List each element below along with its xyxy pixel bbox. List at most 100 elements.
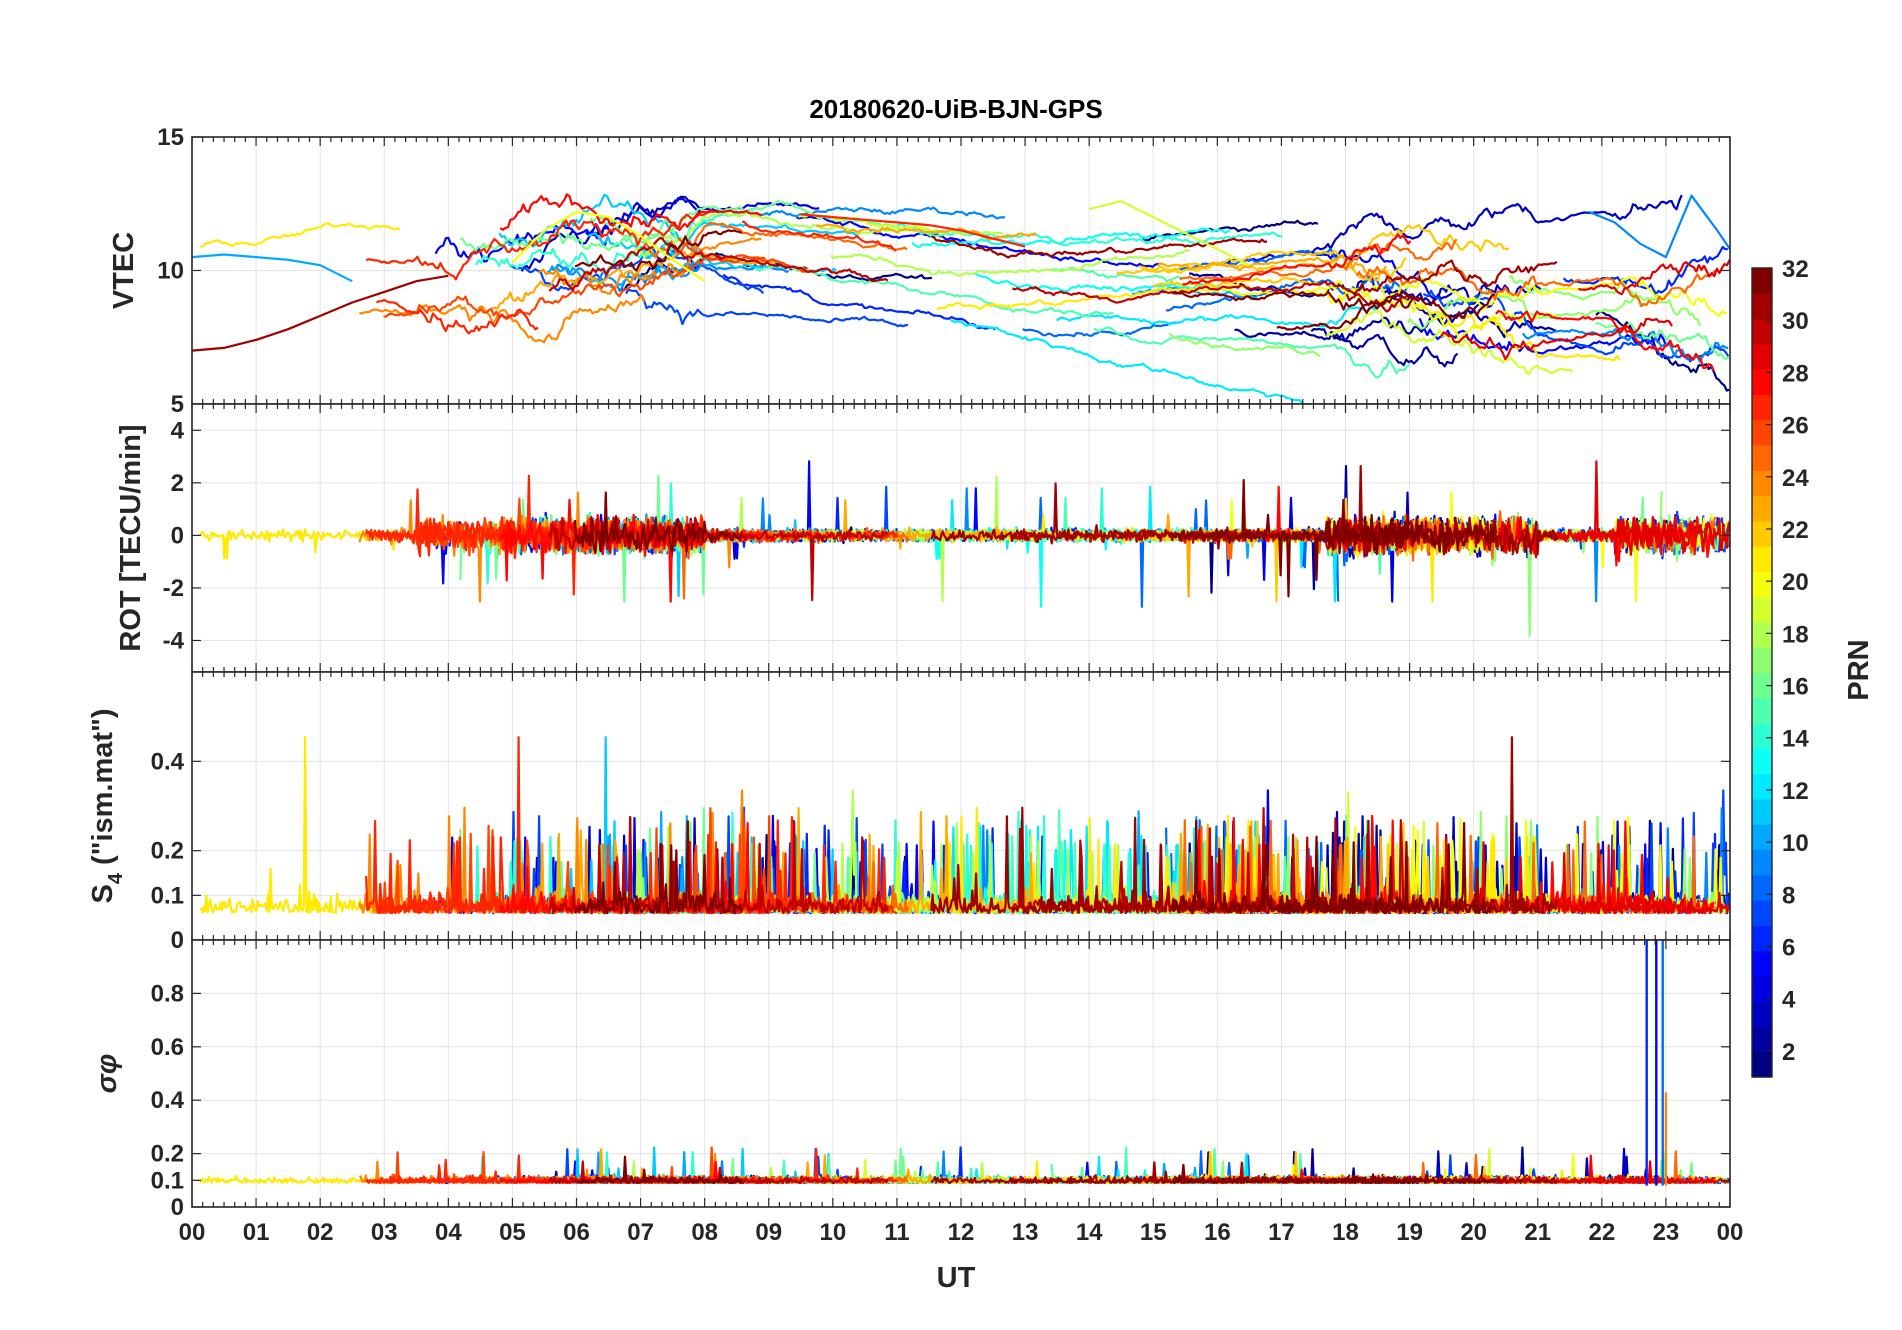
series-line-prn-31 xyxy=(1345,259,1558,302)
colorbar-swatch xyxy=(1752,874,1772,901)
x-tick-label: 08 xyxy=(691,1219,718,1246)
series-line-prn-22 xyxy=(1116,223,1510,275)
y-tick-label: 15 xyxy=(157,124,184,151)
series-line-prn-26 xyxy=(383,255,766,320)
series-line-prn-6 xyxy=(722,273,996,331)
traces xyxy=(192,193,1730,404)
series-line-prn-31 xyxy=(1345,736,1558,915)
series-line-prn-26 xyxy=(677,237,807,273)
colorbar-swatch xyxy=(1752,343,1772,370)
series-line-prn-13 xyxy=(911,227,1231,248)
series-line-prn-32 xyxy=(574,1155,743,1185)
series-line-prn-9 xyxy=(756,206,1006,220)
x-tick-label: 09 xyxy=(755,1219,782,1246)
series-line-prn-5 xyxy=(1418,317,1669,355)
series-line-prn-29 xyxy=(1577,1174,1730,1185)
colorbar-tick-label: 6 xyxy=(1782,935,1795,962)
series-prn-10 xyxy=(192,253,353,283)
series-prn-31 xyxy=(192,274,449,352)
x-tick-label: 15 xyxy=(1140,1219,1167,1246)
x-tick-label: 12 xyxy=(948,1219,975,1246)
x-tick-labels: 00 01 02 03 04 05 06 07 08 09 10 11 12 13 14 15 16 17 18 19… xyxy=(179,1219,1744,1246)
colorbar-frame xyxy=(1751,267,1773,1078)
colorbar-tick-label: 14 xyxy=(1782,726,1809,753)
colorbar-tick-label: 4 xyxy=(1782,987,1796,1014)
y-tick-label: 0.2 xyxy=(151,1141,184,1168)
series-line-prn-32 xyxy=(1276,289,1414,331)
series-line-prn-14 xyxy=(475,208,754,274)
series-line-prn-32 xyxy=(574,229,743,272)
y-tick-label: 0.4 xyxy=(151,1087,185,1114)
series-line-prn-32 xyxy=(1276,1175,1413,1185)
series-line-prn-15 xyxy=(1093,326,1410,379)
colorbar-swatch xyxy=(1752,950,1772,977)
x-tick-label: 04 xyxy=(435,1219,462,1246)
series-line-prn-4 xyxy=(1222,249,1458,301)
panel-rot: -4 -2 0 2 4 ROT [TECU/min] xyxy=(115,403,1731,673)
y-axis-label: S4 ("ism.mat") xyxy=(87,709,127,904)
series-line-prn-3 xyxy=(1302,194,1683,257)
series-line-prn-19 xyxy=(1325,310,1574,376)
colorbar-tick-label: 8 xyxy=(1782,882,1795,909)
y-tick-label: 10 xyxy=(157,258,184,285)
series-line-prn-12 xyxy=(1055,301,1386,328)
x-axis-label: UT xyxy=(937,1262,976,1294)
series-line-prn-17 xyxy=(1168,332,1321,358)
traces xyxy=(199,460,1730,637)
colorbar-swatch xyxy=(1752,900,1772,926)
series-line-prn-31 xyxy=(931,235,1268,259)
colorbar-swatch xyxy=(1752,849,1772,876)
traces xyxy=(200,736,1730,915)
series-line-prn-32 xyxy=(573,491,743,555)
series-line-prn-20 xyxy=(1311,276,1728,318)
x-tick-label: 00 xyxy=(179,1219,206,1246)
series-prn-19 xyxy=(1088,200,1250,267)
y-tick-label: 0 xyxy=(171,522,184,549)
series-line-prn-28 xyxy=(1182,233,1412,286)
colorbar-swatch xyxy=(1752,1001,1772,1028)
x-tick-label: 13 xyxy=(1012,1219,1039,1246)
colorbar-swatch xyxy=(1752,520,1772,547)
series-prn-20 xyxy=(511,210,706,283)
series-prn-27 xyxy=(800,213,1026,248)
series-line-prn-27 xyxy=(365,210,715,281)
series-line-prn-21 xyxy=(935,513,1252,545)
x-ticks xyxy=(191,404,1731,672)
y-tick-label: -4 xyxy=(163,627,185,654)
y-tick-label: 0.4 xyxy=(151,748,185,775)
y-tick-label: 5 xyxy=(171,391,184,418)
colorbar-swatch xyxy=(1752,672,1772,699)
y-tick-label: 0.1 xyxy=(151,1167,184,1194)
x-tick-label: 21 xyxy=(1524,1219,1551,1246)
colorbar-swatch xyxy=(1752,1026,1772,1053)
series-line-prn-22 xyxy=(1153,276,1318,288)
colorbar-swatch xyxy=(1752,621,1772,648)
colorbar-tick-label: 22 xyxy=(1782,517,1809,544)
series-line-prn-29 xyxy=(1577,460,1730,556)
colorbar-swatch xyxy=(1752,268,1772,294)
x-tick-label: 02 xyxy=(307,1219,334,1246)
series-line-prn-32 xyxy=(1275,835,1414,915)
colorbar-tick-label: 20 xyxy=(1782,569,1809,596)
y-tick-label: 0.1 xyxy=(151,882,184,909)
x-ticks xyxy=(191,137,1731,404)
y-tick-label: 0 xyxy=(171,927,184,954)
y-tick-label: 0.2 xyxy=(151,838,184,865)
colorbar-tick-label: 16 xyxy=(1782,674,1809,701)
y-tick-label: 2 xyxy=(171,470,184,497)
series-line-prn-30 xyxy=(548,815,889,915)
series-line-prn-27 xyxy=(376,298,539,335)
series-line-prn-25 xyxy=(1355,266,1717,308)
colorbar-swatch xyxy=(1752,1051,1772,1078)
colorbar-swatch xyxy=(1752,647,1772,674)
panel-sigma_phi: 00.10.2 0.4 0.6 0.8 σφ xyxy=(91,939,1731,1221)
x-tick-label: 06 xyxy=(563,1219,590,1246)
x-tick-label: 23 xyxy=(1653,1219,1680,1246)
colorbar-swatch xyxy=(1752,470,1772,497)
x-ticks xyxy=(191,940,1731,1207)
colorbar-swatch xyxy=(1752,748,1772,775)
colorbar-swatch xyxy=(1752,293,1772,320)
colorbar-swatch xyxy=(1752,925,1772,952)
x-ticks xyxy=(191,672,1731,940)
